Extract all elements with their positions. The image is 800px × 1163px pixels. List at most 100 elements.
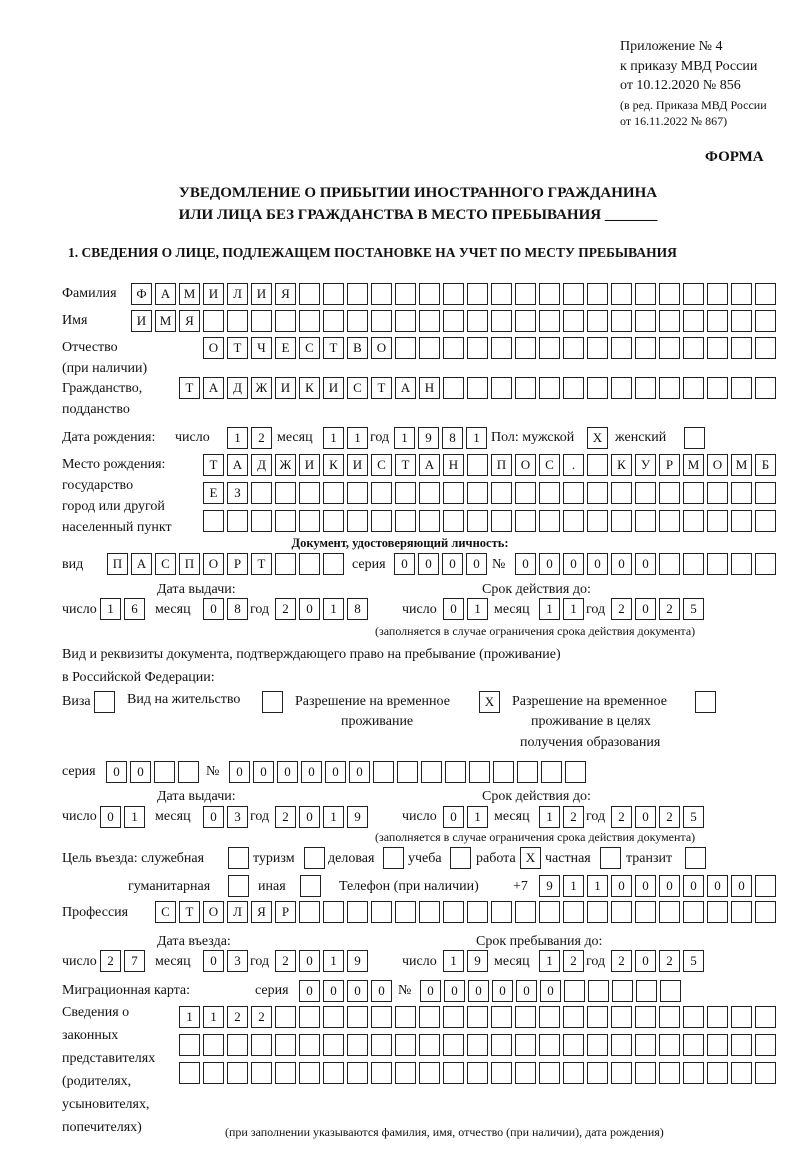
char-cell[interactable] [491, 283, 512, 305]
char-cell[interactable] [419, 310, 440, 332]
char-cell[interactable]: 0 [325, 761, 346, 783]
char-cell[interactable]: 5 [683, 950, 704, 972]
char-cell[interactable]: . [563, 454, 584, 476]
char-cell[interactable]: X [587, 427, 608, 449]
char-cell[interactable]: 2 [611, 806, 632, 828]
char-cell[interactable] [563, 482, 584, 504]
char-cell[interactable] [299, 1006, 320, 1028]
char-cell[interactable] [397, 761, 418, 783]
char-cell[interactable] [659, 337, 680, 359]
char-cell[interactable]: Ф [131, 283, 152, 305]
char-cell[interactable] [323, 1034, 344, 1056]
char-cell[interactable]: И [275, 377, 296, 399]
char-cell[interactable] [515, 1034, 536, 1056]
char-cell[interactable] [347, 482, 368, 504]
char-cell[interactable]: 0 [418, 553, 439, 575]
char-cell[interactable]: А [395, 377, 416, 399]
char-cell[interactable] [731, 310, 752, 332]
char-cell[interactable]: Т [251, 553, 272, 575]
sex-male-checkbox[interactable]: X [587, 427, 609, 449]
char-cell[interactable] [755, 1034, 776, 1056]
char-cell[interactable] [611, 377, 632, 399]
char-cell[interactable]: 2 [659, 950, 680, 972]
char-cell[interactable] [419, 1034, 440, 1056]
char-cell[interactable] [515, 283, 536, 305]
char-cell[interactable]: Я [251, 901, 272, 923]
char-cell[interactable] [323, 482, 344, 504]
char-cell[interactable]: 0 [371, 980, 392, 1002]
sex-female-checkbox[interactable] [684, 427, 706, 449]
char-cell[interactable] [300, 875, 321, 897]
char-cell[interactable] [635, 310, 656, 332]
char-cell[interactable] [467, 377, 488, 399]
char-cell[interactable] [587, 1006, 608, 1028]
char-cell[interactable]: 1 [323, 806, 344, 828]
char-cell[interactable]: 0 [563, 553, 584, 575]
char-cell[interactable] [443, 482, 464, 504]
char-cell[interactable] [563, 377, 584, 399]
char-cell[interactable] [683, 1062, 704, 1084]
char-cell[interactable] [275, 1006, 296, 1028]
char-cell[interactable]: 7 [124, 950, 145, 972]
char-cell[interactable]: П [179, 553, 200, 575]
char-cell[interactable] [683, 283, 704, 305]
char-cell[interactable] [347, 510, 368, 532]
char-cell[interactable] [275, 1062, 296, 1084]
char-cell[interactable] [371, 310, 392, 332]
char-cell[interactable] [563, 510, 584, 532]
char-cell[interactable] [299, 901, 320, 923]
char-cell[interactable] [755, 875, 776, 897]
char-cell[interactable]: Е [203, 482, 224, 504]
char-cell[interactable] [659, 482, 680, 504]
char-cell[interactable] [635, 1006, 656, 1028]
char-cell[interactable] [443, 337, 464, 359]
char-cell[interactable] [395, 901, 416, 923]
char-cell[interactable] [251, 482, 272, 504]
char-cell[interactable] [707, 510, 728, 532]
char-cell[interactable] [299, 1062, 320, 1084]
char-cell[interactable]: 9 [347, 806, 368, 828]
char-cell[interactable] [395, 1034, 416, 1056]
char-cell[interactable]: З [227, 482, 248, 504]
char-cell[interactable] [611, 1034, 632, 1056]
char-cell[interactable] [178, 761, 199, 783]
char-cell[interactable] [94, 691, 115, 713]
char-cell[interactable] [683, 337, 704, 359]
char-cell[interactable] [251, 510, 272, 532]
char-cell[interactable] [515, 1006, 536, 1028]
char-cell[interactable] [467, 901, 488, 923]
char-cell[interactable]: 0 [299, 598, 320, 620]
char-cell[interactable]: С [155, 901, 176, 923]
char-cell[interactable] [731, 377, 752, 399]
char-cell[interactable] [685, 847, 706, 869]
char-cell[interactable] [347, 310, 368, 332]
char-cell[interactable] [659, 1062, 680, 1084]
purpose-tourism-checkbox[interactable] [304, 847, 326, 869]
char-cell[interactable] [587, 337, 608, 359]
char-cell[interactable] [445, 761, 466, 783]
char-cell[interactable]: 2 [611, 598, 632, 620]
char-cell[interactable] [611, 1006, 632, 1028]
char-cell[interactable] [587, 310, 608, 332]
char-cell[interactable] [275, 553, 296, 575]
char-cell[interactable] [467, 510, 488, 532]
char-cell[interactable]: 0 [707, 875, 728, 897]
char-cell[interactable]: 1 [466, 427, 487, 449]
char-cell[interactable]: Р [227, 553, 248, 575]
char-cell[interactable] [395, 337, 416, 359]
char-cell[interactable] [707, 283, 728, 305]
char-cell[interactable]: 1 [323, 950, 344, 972]
char-cell[interactable] [755, 510, 776, 532]
char-cell[interactable] [493, 761, 514, 783]
char-cell[interactable]: 0 [106, 761, 127, 783]
representatives-field-3[interactable] [179, 1062, 777, 1084]
char-cell[interactable]: 0 [635, 598, 656, 620]
char-cell[interactable]: 5 [683, 598, 704, 620]
char-cell[interactable] [635, 283, 656, 305]
